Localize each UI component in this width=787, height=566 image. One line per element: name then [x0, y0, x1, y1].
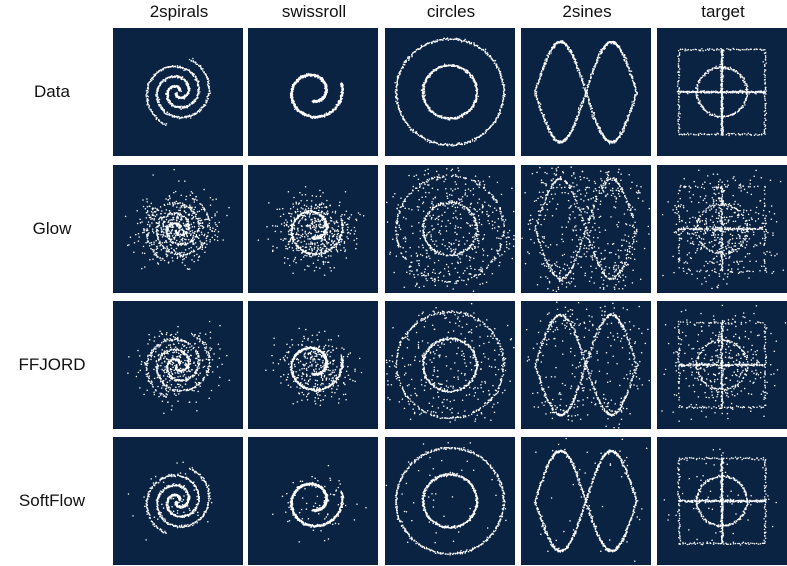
scatter-points: [661, 304, 787, 422]
plot-data-swissroll: [248, 28, 378, 156]
scatter-points: [127, 320, 231, 415]
scatter-points: [257, 185, 365, 276]
plot-softflow-circles: [385, 437, 515, 565]
plot-softflow-target: [657, 437, 787, 565]
scatter-points: [534, 39, 639, 145]
scatter-points: [676, 47, 768, 137]
plot-ffjord-target: [657, 301, 787, 429]
column-label-target: target: [701, 2, 745, 21]
scatter-points: [663, 448, 777, 546]
plot-data-2spirals: [113, 28, 243, 156]
plot-glow-circles: [385, 165, 515, 293]
scatter-points: [265, 327, 363, 407]
scatter-points: [385, 302, 515, 423]
plot-glow-swissroll: [248, 165, 378, 293]
scatter-points: [386, 167, 515, 292]
scatter-points: [525, 301, 650, 429]
scatter-points: [127, 461, 213, 541]
plot-data-2sines: [521, 28, 651, 156]
plot-softflow-2spirals: [113, 437, 243, 565]
plot-data-target: [657, 28, 787, 156]
plot-softflow-swissroll: [248, 437, 378, 565]
column-label-swissroll: swissroll: [281, 2, 347, 21]
plot-glow-target: [657, 165, 787, 293]
plot-softflow-2sines: [521, 437, 651, 565]
scatter-points: [145, 57, 212, 126]
plot-ffjord-2spirals: [113, 301, 243, 429]
plot-ffjord-2sines: [521, 301, 651, 429]
column-label-2spirals: 2spirals: [149, 2, 209, 21]
plot-ffjord-swissroll: [248, 301, 378, 429]
scatter-points: [385, 441, 507, 556]
column-label-2sines: 2sines: [562, 2, 612, 21]
scatter-points: [289, 72, 345, 120]
plot-data-circles: [385, 28, 515, 156]
row-label-glow: Glow: [32, 219, 72, 238]
plot-glow-2sines: [521, 165, 651, 293]
plot-ffjord-circles: [385, 301, 515, 429]
row-label-ffjord: FFJORD: [18, 355, 86, 374]
column-label-circles: circles: [426, 2, 476, 21]
plot-glow-2spirals: [113, 165, 243, 293]
row-label-data: Data: [34, 82, 70, 101]
scatter-points: [272, 464, 367, 543]
scatter-points: [124, 168, 230, 270]
scatter-points: [521, 166, 651, 293]
scatter-points: [533, 437, 648, 562]
scatter-points: [661, 169, 785, 290]
scatter-points: [394, 37, 506, 147]
row-label-softflow: SoftFlow: [18, 491, 86, 510]
